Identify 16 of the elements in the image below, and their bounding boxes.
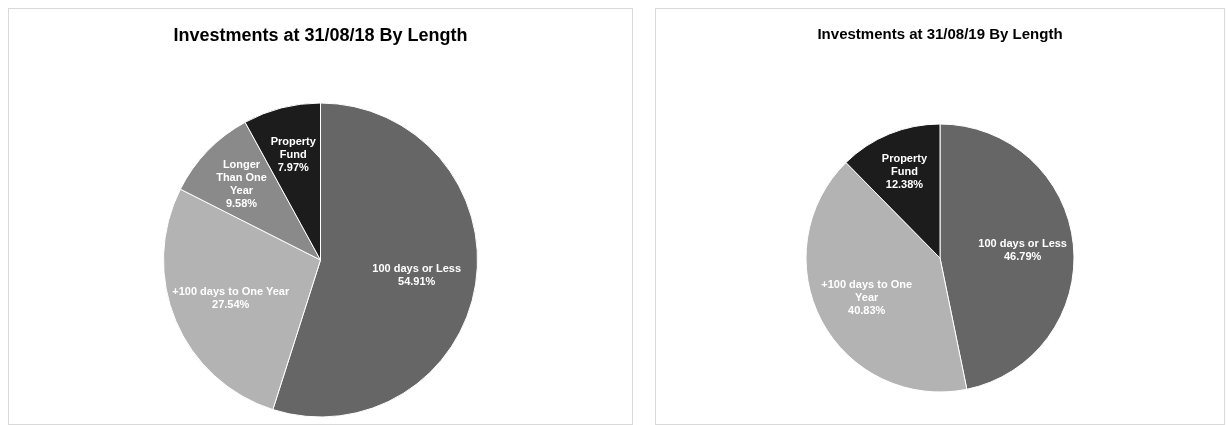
- chart-title: Investments at 31/08/19 By Length: [816, 25, 1064, 42]
- slice-label: +100 days to One Year: [172, 285, 290, 298]
- data-label: 40.83%: [848, 304, 886, 317]
- slice-label: +100 days to One Year: [821, 278, 913, 304]
- slice-label: Property Fund: [270, 134, 317, 160]
- data-label: 54.91%: [398, 275, 436, 288]
- slice-label: Property Fund: [881, 152, 928, 178]
- data-label: 9.58%: [225, 197, 258, 210]
- slice-label: 100 days or Less: [978, 237, 1067, 250]
- data-label: 12.38%: [885, 178, 924, 191]
- data-label: 7.97%: [277, 160, 310, 173]
- slice-label: 100 days or Less: [372, 262, 462, 275]
- data-label: 46.79%: [1004, 250, 1042, 263]
- chart-title: Investments at 31/08/18 By Length: [172, 25, 469, 46]
- data-label: 27.54%: [212, 298, 250, 311]
- slice-label: Longer Than One Year: [216, 158, 267, 197]
